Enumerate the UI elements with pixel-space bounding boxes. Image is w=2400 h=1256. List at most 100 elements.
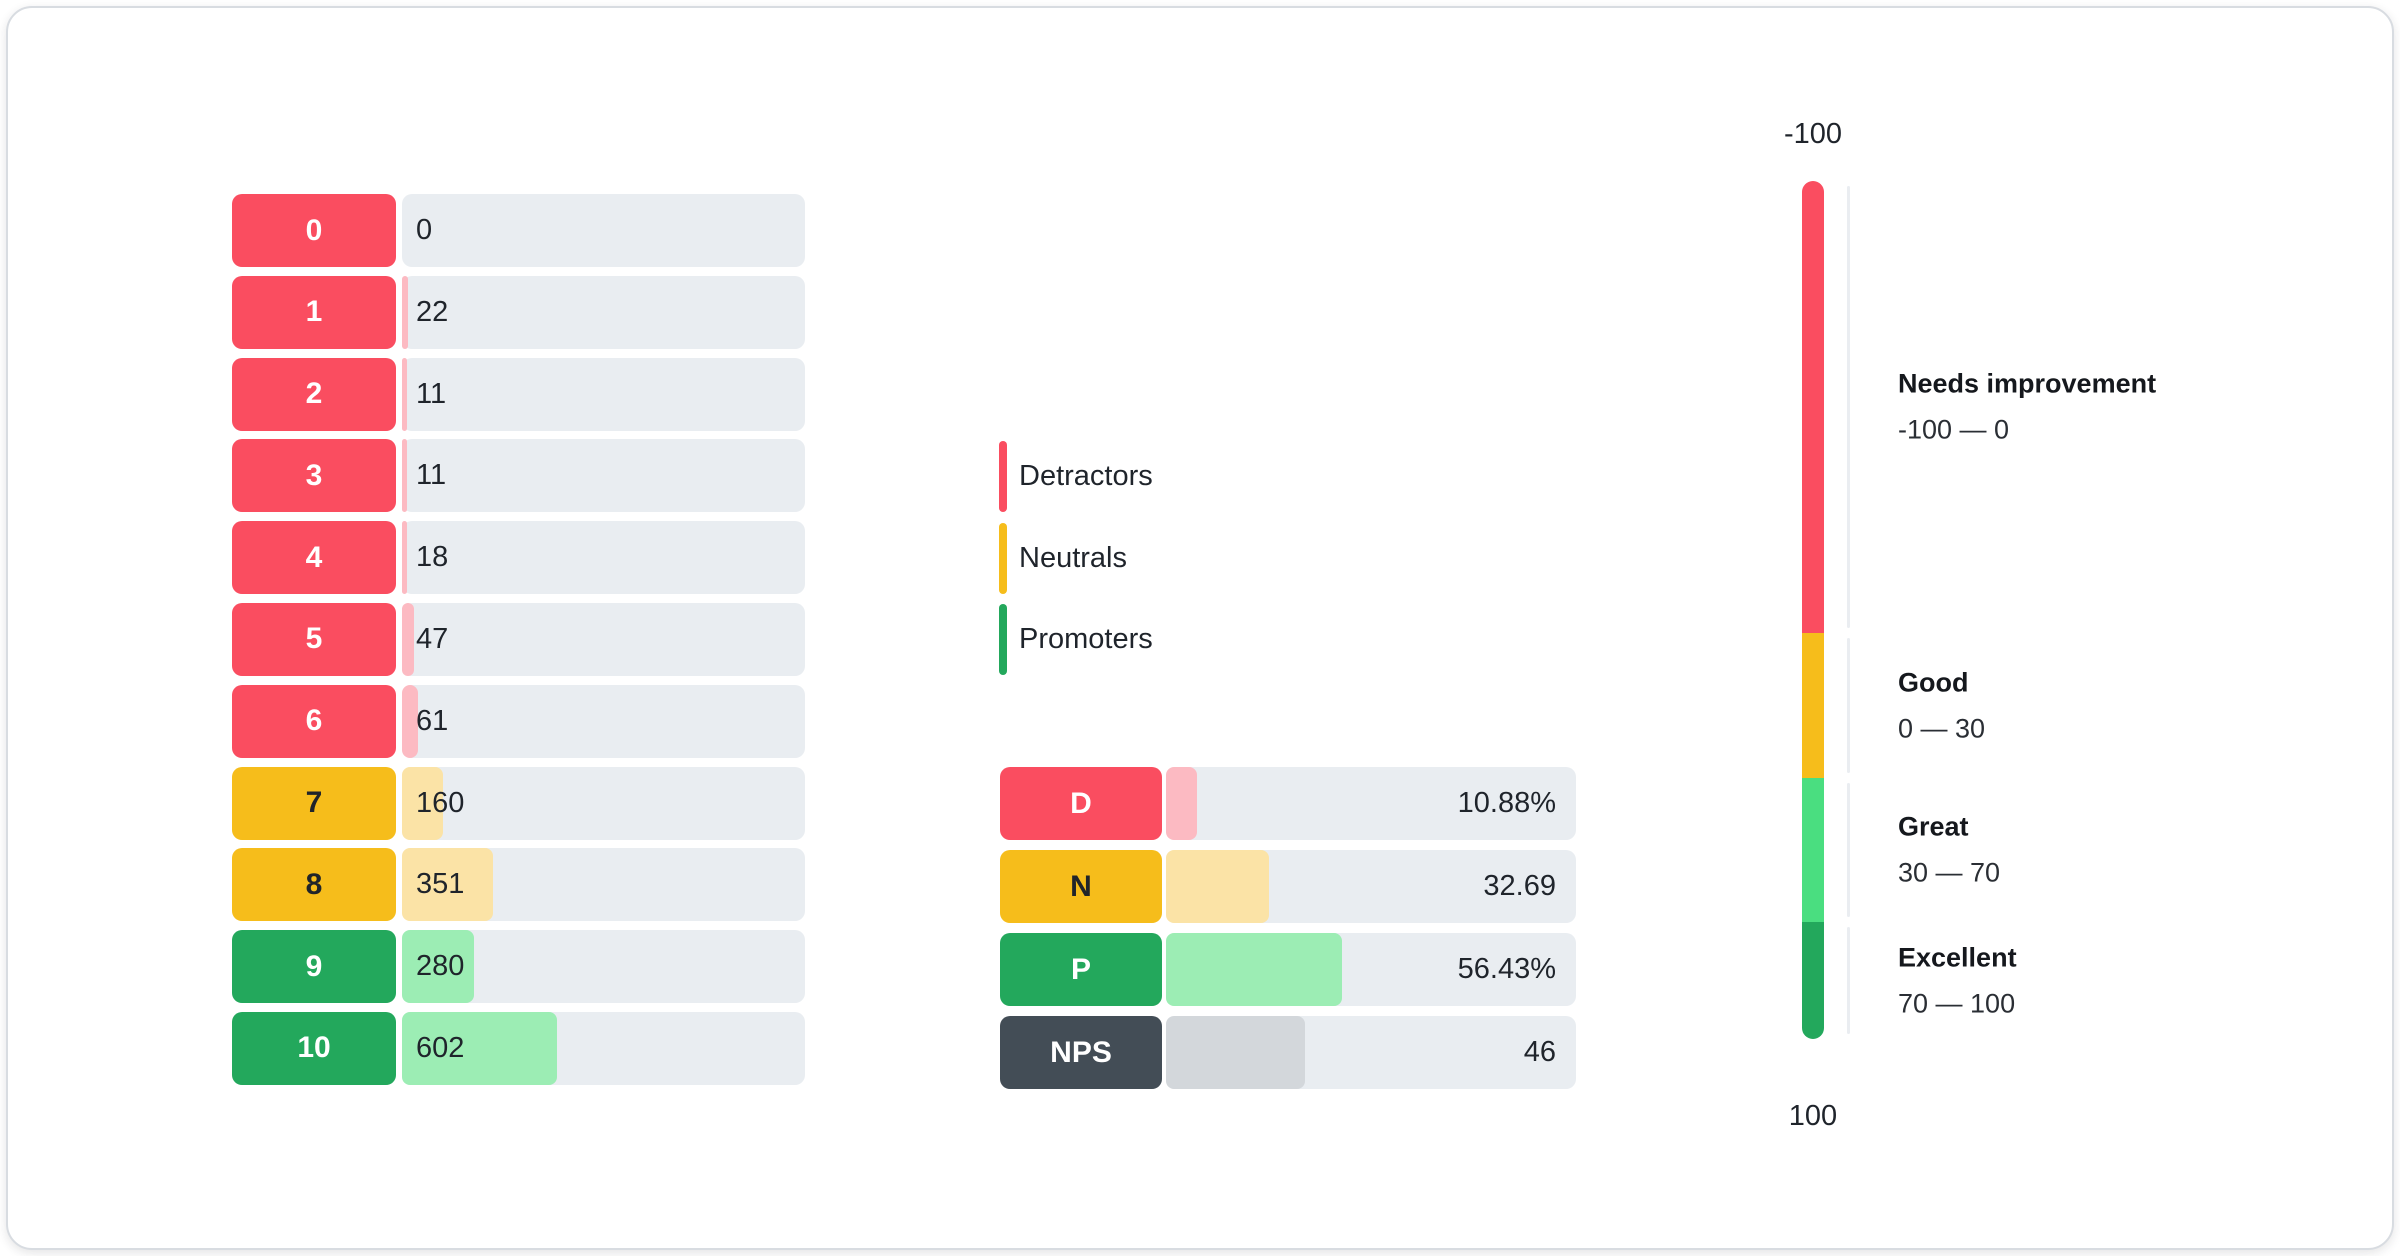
summary-row: N 32.69 (1000, 850, 1576, 923)
score-fill (402, 439, 407, 513)
gauge-zone-range: 0 — 30 (1898, 713, 1986, 744)
summary-fill (1166, 850, 1269, 923)
summary-value: 56.43% (1457, 953, 1556, 985)
gauge-zone-label: Excellent 70 — 100 (1898, 942, 2017, 1019)
score-distribution-chart: 0 0 1 22 2 11 3 11 4 (232, 194, 805, 1094)
score-count: 0 (416, 214, 433, 246)
score-badge-label: 8 (305, 867, 323, 901)
score-track: 22 (402, 275, 805, 349)
legend-label: Neutrals (1019, 541, 1127, 574)
gauge-guide-line-mark (1847, 638, 1850, 774)
score-badge: 4 (232, 521, 396, 595)
summary-value: 10.88% (1457, 787, 1556, 819)
score-track: 11 (402, 357, 805, 431)
score-row: 7 160 (232, 766, 805, 840)
score-count: 602 (416, 1031, 465, 1064)
score-fill (402, 848, 493, 922)
score-fill (402, 275, 408, 349)
score-badge-label: 4 (305, 540, 323, 574)
gauge-zone-range: 30 — 70 (1898, 857, 2001, 888)
score-fill (402, 602, 415, 676)
score-badge-label: 7 (305, 786, 323, 820)
score-badge: 10 (232, 1011, 396, 1085)
gauge-zone-segment (1802, 633, 1824, 779)
summary-badge-label: NPS (1050, 1035, 1112, 1069)
score-row: 6 61 (232, 684, 805, 758)
summary-fill (1166, 1016, 1306, 1089)
summary-badge: N (1000, 850, 1162, 923)
gauge-zone-segment (1802, 181, 1824, 634)
summary-value: 32.69 (1483, 870, 1556, 902)
gauge-zone-label: Needs improvement -100 — 0 (1898, 369, 2156, 446)
gauge-zone-title: Excellent (1898, 942, 2017, 973)
score-badge-label: 2 (305, 377, 323, 411)
gauge-zone-range: -100 — 0 (1898, 414, 2010, 445)
nps-gauge-bar (1802, 181, 1824, 1039)
score-track: 18 (402, 521, 805, 595)
score-badge-label: 6 (305, 704, 323, 738)
legend-color-tick (999, 604, 1007, 675)
score-count: 351 (416, 868, 465, 901)
score-fill (402, 521, 407, 595)
score-track: 602 (402, 1011, 805, 1085)
score-track: 0 (402, 194, 805, 267)
score-fill (402, 930, 475, 1004)
score-badge-label: 9 (305, 949, 323, 983)
summary-badge-label: D (1070, 786, 1092, 820)
score-row: 2 11 (232, 357, 805, 431)
gauge-guide-line-segment (1847, 922, 1850, 1039)
score-badge-label: 1 (305, 295, 323, 329)
score-row: 3 11 (232, 439, 805, 513)
gauge-zone-segment (1802, 778, 1824, 923)
gauge-max-negative-label: -100 (1783, 118, 1843, 150)
score-badge-label: 3 (305, 458, 323, 492)
score-badge: 8 (232, 848, 396, 922)
gauge-guide-line-segment (1847, 633, 1850, 778)
gauge-zone-segment (1802, 922, 1824, 1039)
score-track: 160 (402, 766, 805, 840)
score-fill (402, 1011, 558, 1085)
gauge-zone-title: Good (1898, 667, 1969, 698)
score-row: 10 602 (232, 1011, 805, 1085)
score-row: 8 351 (232, 848, 805, 922)
gauge-guide-line (1847, 181, 1850, 1039)
gauge-guide-line-mark (1847, 927, 1850, 1034)
score-track: 280 (402, 930, 805, 1004)
score-count: 22 (416, 295, 449, 328)
score-badge: 6 (232, 684, 396, 758)
score-track: 11 (402, 439, 805, 513)
summary-track: 46 (1166, 1016, 1576, 1089)
summary-row: D 10.88% (1000, 767, 1576, 840)
summary-badge-label: P (1070, 952, 1091, 986)
score-track: 61 (402, 684, 805, 758)
gauge-zone-label: Good 0 — 30 (1898, 667, 1985, 744)
score-count: 11 (416, 377, 447, 410)
gauge-max-positive-label: 100 (1788, 1100, 1838, 1132)
score-badge: 5 (232, 602, 396, 676)
score-badge: 1 (232, 275, 396, 349)
legend-label: Promoters (1019, 623, 1153, 655)
score-badge: 7 (232, 766, 396, 840)
summary-badge: D (1000, 767, 1162, 840)
summary-badge-label: N (1070, 869, 1092, 903)
score-fill (402, 684, 418, 758)
score-count: 11 (416, 459, 447, 492)
summary-chart: D 10.88% N 32.69 P 56.43% NPS 46 (1000, 767, 1576, 1099)
score-count: 61 (416, 704, 449, 737)
score-row: 9 280 (232, 930, 805, 1004)
gauge-zone-labels: Needs improvement -100 — 0 Good 0 — 30 G… (1898, 181, 2338, 1039)
score-badge-label: 5 (305, 622, 323, 656)
score-badge-label: 10 (297, 1031, 331, 1065)
summary-badge: NPS (1000, 1016, 1162, 1089)
score-count: 160 (416, 786, 465, 819)
gauge-guide-line-segment (1847, 778, 1850, 922)
score-badge-label: 0 (305, 213, 323, 247)
gauge-guide-line-segment (1847, 181, 1850, 633)
gauge-zone-title: Needs improvement (1898, 368, 2157, 399)
score-badge: 0 (232, 194, 396, 267)
score-track: 351 (402, 848, 805, 922)
gauge-zone-range: 70 — 100 (1898, 988, 2016, 1019)
score-badge: 3 (232, 439, 396, 513)
score-badge: 2 (232, 357, 396, 431)
summary-track: 10.88% (1166, 767, 1576, 840)
